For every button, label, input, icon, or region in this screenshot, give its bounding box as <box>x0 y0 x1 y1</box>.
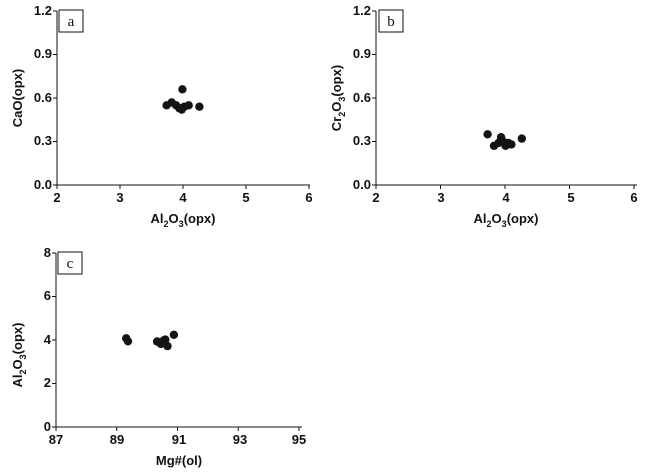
y-tick-label-b-0: 0.0 <box>353 177 371 192</box>
data-point-c-1 <box>123 337 133 346</box>
x-tick-label-b-4: 6 <box>630 190 637 205</box>
x-axis-title-c: Mg#(ol) <box>156 453 202 468</box>
data-point-c-6 <box>163 341 172 351</box>
x-tick-label-b-1: 3 <box>437 190 444 205</box>
y-tick-label-c-2: 4 <box>44 332 52 347</box>
x-tick-label-b-2: 4 <box>502 190 510 205</box>
panel-letter-b: b <box>387 14 395 30</box>
data-point-a-5 <box>178 85 187 94</box>
x-tick-label-c-1: 89 <box>110 432 124 447</box>
panel-a: a 0.0 0.3 0.6 0.9 1.2 2 3 4 5 6 Al2O3(op… <box>10 3 313 229</box>
data-point-b-8 <box>517 134 526 143</box>
y-tick-label-b-1: 0.3 <box>353 133 371 148</box>
x-tick-label-c-3: 93 <box>233 432 247 447</box>
x-tick-label-c-4: 95 <box>292 432 306 447</box>
x-axis-title-a: Al2O3(opx) <box>151 211 216 229</box>
points-a <box>162 85 204 114</box>
y-tick-label-a-1: 0.3 <box>34 133 52 148</box>
x-tick-label-a-2: 4 <box>179 190 187 205</box>
x-tick-label-c-2: 91 <box>172 432 186 447</box>
x-tick-label-c-0: 87 <box>49 432 63 447</box>
x-tick-label-a-4: 6 <box>305 190 312 205</box>
points-b <box>483 130 526 150</box>
y-tick-label-b-2: 0.6 <box>353 90 371 105</box>
data-point-c-5 <box>161 335 170 344</box>
y-tick-label-a-4: 1.2 <box>34 3 52 18</box>
data-point-a-8 <box>195 102 204 111</box>
data-point-c-7 <box>169 330 179 339</box>
y-axis-title-c: Al2O3(opx) <box>10 323 28 388</box>
panel-letter-box-a <box>58 9 84 33</box>
data-point-b-7 <box>507 140 516 149</box>
y-tick-label-c-0: 0 <box>44 419 51 434</box>
data-point-b-0 <box>483 130 492 139</box>
x-tick-label-a-0: 2 <box>53 190 60 205</box>
data-point-a-7 <box>184 101 193 110</box>
y-axis-title-b: Cr2O3(opx) <box>329 65 347 131</box>
x-tick-label-b-3: 5 <box>567 190 574 205</box>
y-tick-label-c-3: 6 <box>44 288 51 303</box>
panel-letter-a: a <box>68 14 75 30</box>
y-tick-label-c-4: 8 <box>44 245 51 260</box>
panel-letter-box-b <box>378 9 404 33</box>
y-tick-label-a-3: 0.9 <box>34 46 52 61</box>
points-c <box>122 330 179 351</box>
y-tick-label-a-2: 0.6 <box>34 90 52 105</box>
x-tick-label-b-0: 2 <box>372 190 379 205</box>
y-tick-label-b-3: 0.9 <box>353 46 371 61</box>
y-tick-label-b-4: 1.2 <box>353 3 371 18</box>
y-tick-label-c-1: 2 <box>44 375 51 390</box>
y-tick-label-a-0: 0.0 <box>34 177 52 192</box>
panel-letter-c: c <box>67 256 74 272</box>
x-axis-title-b: Al2O3(opx) <box>474 211 539 229</box>
panel-letter-box-c <box>57 251 83 275</box>
x-tick-label-a-1: 3 <box>116 190 123 205</box>
panel-c: c 0 2 4 6 8 87 89 91 93 95 Mg#(ol) Al2O3… <box>10 245 306 468</box>
x-tick-label-a-3: 5 <box>242 190 249 205</box>
panel-b: b 0.0 0.3 0.6 0.9 1.2 2 3 4 5 6 Al2O3(op… <box>329 3 638 229</box>
y-axis-title-a: CaO(opx) <box>10 69 25 128</box>
